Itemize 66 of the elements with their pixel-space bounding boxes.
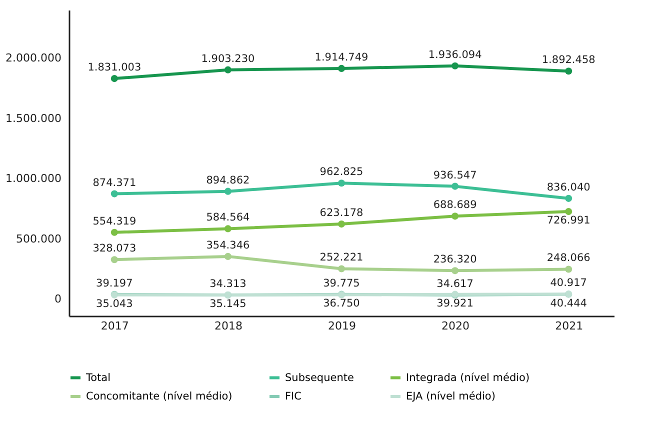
data-label: 39.775: [323, 277, 360, 290]
data-label: 35.145: [210, 298, 246, 310]
data-label: 1.936.094: [428, 48, 482, 61]
x-tick-label: 2017: [100, 320, 129, 332]
x-tick-label: 2021: [555, 320, 584, 332]
point: [565, 194, 572, 202]
point: [110, 256, 118, 264]
point: [224, 225, 232, 232]
point: [110, 190, 118, 198]
point: [452, 62, 459, 70]
data-label: 936.547: [433, 169, 477, 182]
point: [565, 208, 572, 216]
point: [338, 64, 346, 72]
y-tick-label: 1.500.000: [6, 112, 62, 125]
y-tick-label: 1.000.000: [6, 172, 62, 186]
data-label: 584.564: [206, 212, 250, 224]
point: [452, 182, 459, 190]
data-label: 328.073: [92, 242, 136, 255]
data-label: 1.892.458: [542, 54, 596, 66]
x-tick-label: 2019: [328, 320, 356, 332]
legend-label: EJA (nível médio): [406, 390, 496, 402]
data-label: 1.903.230: [201, 52, 255, 65]
point: [110, 75, 118, 82]
data-label: 39.197: [96, 277, 133, 290]
point: [224, 66, 232, 74]
point: [452, 267, 459, 274]
data-label: 554.319: [92, 215, 136, 228]
point: [224, 252, 232, 260]
data-label: 40.444: [550, 297, 588, 310]
data-label: 236.320: [433, 254, 477, 266]
data-label: 894.862: [206, 174, 250, 186]
legend-label: Subsequente: [285, 372, 354, 384]
point: [110, 228, 118, 236]
data-label: 34.313: [210, 278, 246, 290]
point: [565, 68, 572, 75]
data-label: 726.991: [546, 214, 590, 227]
point: [565, 266, 572, 273]
data-label: 688.689: [433, 199, 477, 212]
legend-label: Concomitante (nível médio): [86, 390, 232, 402]
x-tick-label: 2018: [214, 320, 242, 332]
y-tick-label: 2.000.000: [6, 52, 62, 65]
point: [338, 220, 346, 228]
data-label: 248.066: [546, 252, 591, 264]
data-label: 1.831.003: [88, 62, 142, 74]
point: [224, 188, 232, 195]
data-label: 39.921: [436, 297, 474, 310]
x-tick-label: 2020: [442, 320, 470, 332]
point: [338, 265, 346, 272]
data-label: 836.040: [546, 181, 590, 194]
data-label: 1.914.749: [314, 51, 368, 64]
data-label: 36.750: [323, 298, 360, 310]
data-label: 252.221: [320, 252, 364, 264]
data-label: 34.617: [436, 278, 474, 290]
data-label: 874.371: [92, 176, 136, 189]
y-tick-label: 0: [54, 292, 62, 306]
y-tick-label: 500.000: [16, 232, 62, 246]
legend-label: Integrada (nível médio): [406, 372, 530, 384]
data-label: 40.917: [550, 277, 587, 290]
point: [338, 180, 346, 187]
data-label: 962.825: [320, 166, 364, 178]
legend-label: Total: [85, 372, 111, 384]
legend-label: FIC: [285, 390, 302, 402]
data-label: 35.043: [96, 298, 133, 310]
data-label: 354.346: [206, 239, 250, 252]
point: [452, 212, 459, 220]
data-label: 623.178: [320, 207, 364, 220]
